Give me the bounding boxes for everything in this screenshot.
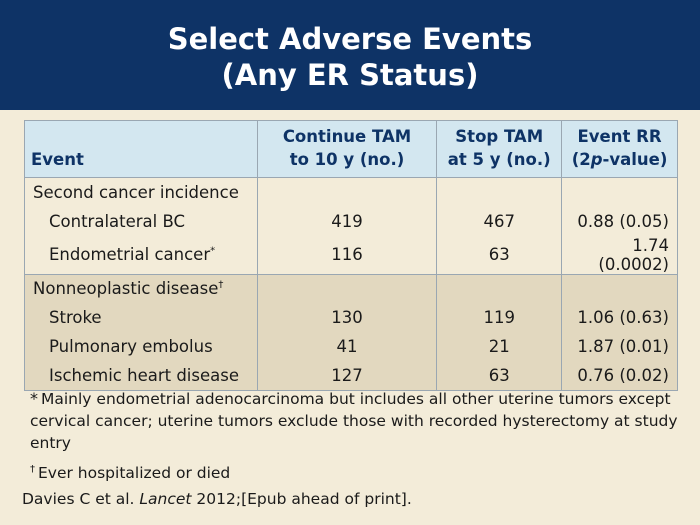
table-row: Ischemic heart disease 127 63 0.76 (0.02… bbox=[24, 361, 678, 390]
section-label-row: Second cancer incidence bbox=[24, 177, 678, 207]
header-continue-tam: Continue TAM to 10 y (no.) bbox=[256, 120, 437, 178]
rr-value: 1.74 (0.0002) bbox=[561, 235, 678, 274]
footnote-2: † Ever hospitalized or died bbox=[30, 462, 680, 484]
stop-value: 21 bbox=[436, 332, 562, 361]
continue-value: 419 bbox=[256, 206, 437, 236]
rr-value: 1.87 (0.01) bbox=[561, 332, 678, 361]
footnotes: * Mainly endometrial adenocarcinoma but i… bbox=[30, 388, 680, 484]
footnote-2-mark: † bbox=[30, 463, 35, 475]
event-name: Stroke bbox=[24, 303, 258, 332]
footnote-mark-dagger: † bbox=[218, 279, 224, 291]
section-label-row: Nonneoplastic disease† bbox=[24, 273, 678, 303]
rr-value: 1.06 (0.63) bbox=[561, 303, 678, 332]
table-header-row: Event Continue TAM to 10 y (no.) Stop TA… bbox=[24, 120, 678, 178]
rr-value: 0.76 (0.02) bbox=[561, 361, 678, 390]
header-event-rr: Event RR (2p-value) bbox=[561, 120, 678, 178]
section-label-nonneoplastic: Nonneoplastic disease† bbox=[24, 273, 258, 303]
table-row: Contralateral BC 419 467 0.88 (0.05) bbox=[24, 206, 678, 236]
event-name: Endometrial cancer* bbox=[24, 235, 258, 274]
header-event: Event bbox=[24, 120, 258, 178]
continue-value: 41 bbox=[256, 332, 437, 361]
rr-value: 0.88 (0.05) bbox=[561, 206, 678, 236]
title-line-2: (Any ER Status) bbox=[221, 58, 479, 92]
footnote-1-mark: * bbox=[30, 389, 38, 408]
header-stop-tam: Stop TAM at 5 y (no.) bbox=[436, 120, 562, 178]
citation: Davies C et al. Lancet 2012;[Epub ahead … bbox=[22, 488, 412, 510]
citation-details: 2012;[Epub ahead of print]. bbox=[191, 490, 412, 508]
adverse-events-table: Event Continue TAM to 10 y (no.) Stop TA… bbox=[24, 120, 678, 391]
footnote-mark-asterisk: * bbox=[210, 245, 216, 257]
footnote-1-text: Mainly endometrial adenocarcinoma but in… bbox=[30, 390, 678, 452]
slide-title: Select Adverse Events (Any ER Status) bbox=[0, 0, 700, 110]
stop-value: 119 bbox=[436, 303, 562, 332]
citation-journal: Lancet bbox=[139, 490, 192, 508]
continue-value: 130 bbox=[256, 303, 437, 332]
footnote-2-text: Ever hospitalized or died bbox=[38, 464, 231, 482]
stop-value: 63 bbox=[436, 361, 562, 390]
stop-value: 467 bbox=[436, 206, 562, 236]
continue-value: 127 bbox=[256, 361, 437, 390]
event-name: Contralateral BC bbox=[24, 206, 258, 236]
event-name: Ischemic heart disease bbox=[24, 361, 258, 390]
stop-value: 63 bbox=[436, 235, 562, 274]
continue-value: 116 bbox=[256, 235, 437, 274]
citation-authors: Davies C et al. bbox=[22, 490, 140, 508]
table-row: Pulmonary embolus 41 21 1.87 (0.01) bbox=[24, 332, 678, 361]
table-row: Endometrial cancer* 116 63 1.74 (0.0002) bbox=[24, 235, 678, 274]
table-row: Stroke 130 119 1.06 (0.63) bbox=[24, 303, 678, 332]
footnote-1: * Mainly endometrial adenocarcinoma but i… bbox=[30, 388, 680, 454]
section-label-second-cancer: Second cancer incidence bbox=[24, 177, 258, 207]
title-line-1: Select Adverse Events bbox=[167, 22, 533, 56]
event-name: Pulmonary embolus bbox=[24, 332, 258, 361]
